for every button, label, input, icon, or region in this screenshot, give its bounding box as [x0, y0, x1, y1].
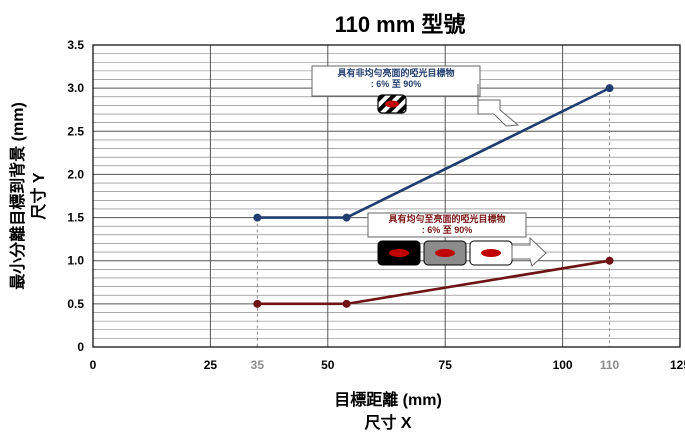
x-tick-labels: 0 25 35 50 75 100 110 125 [90, 358, 685, 372]
y-tick-label: 2.0 [67, 167, 84, 181]
y-axis-label-1: 最小分離目標到背景 (mm) [8, 102, 27, 290]
x-tick-label: 125 [670, 358, 685, 372]
x-tick-label: 110 [600, 358, 620, 372]
y-tick-label: 0.5 [67, 297, 84, 311]
callout-uniform-line1: 具有均勻至亮面的啞光目標物 [387, 213, 505, 224]
y-tick-label: 0 [77, 340, 84, 354]
callout-uniform-line2: : 6% 至 90% [422, 225, 473, 235]
grey-target-icon [423, 240, 467, 266]
y-tick-label: 1.5 [67, 211, 84, 225]
y-axis-label-2: 尺寸 Y [29, 172, 48, 219]
light-target-icon [469, 240, 513, 266]
y-tick-label: 2.5 [67, 124, 84, 138]
x-axis-label-2: 尺寸 X [364, 413, 411, 432]
callout-nonuniform-line2: : 6% 至 90% [371, 79, 422, 89]
guide-lines [256, 88, 611, 347]
series-line-0 [257, 86, 611, 219]
x-tick-label: 75 [439, 358, 453, 372]
x-tick-label: 25 [204, 358, 218, 372]
chart-title: 110 mm 型號 [335, 12, 466, 37]
plot-frame [92, 44, 681, 348]
data-point [253, 299, 262, 308]
y-tick-label: 1.0 [67, 254, 84, 268]
x-tick-label: 35 [251, 358, 265, 372]
data-point [342, 213, 351, 222]
callout-nonuniform: 具有非均勻亮面的啞光目標物 : 6% 至 90% [311, 65, 520, 127]
callout-nonuniform-line1: 具有非均勻亮面的啞光目標物 [336, 67, 454, 78]
callout-nonuniform-box [311, 65, 481, 97]
series-lines [253, 84, 614, 308]
data-point [253, 213, 262, 222]
x-tick-label: 50 [321, 358, 335, 372]
callout-nonuniform-arrow [477, 84, 520, 127]
y-tick-labels: 0 0.5 1.0 1.5 2.0 2.5 3.0 3.5 [67, 38, 84, 354]
series-line-1 [257, 259, 610, 306]
data-point [605, 256, 614, 265]
data-point [342, 299, 351, 308]
callout-uniform: 具有均勻至亮面的啞光目標物 : 6% 至 90% [367, 212, 547, 267]
data-point [605, 84, 614, 93]
x-axis-label-1: 目標距離 (mm) [334, 390, 442, 409]
x-tick-label: 0 [90, 358, 97, 372]
x-tick-label: 100 [553, 358, 573, 372]
striped-target-icon [377, 94, 407, 114]
callout-uniform-arrow [511, 236, 547, 267]
y-tick-label: 3.5 [67, 38, 84, 52]
callout-uniform-box [367, 212, 527, 238]
dark-target-icon [377, 240, 421, 266]
y-tick-label: 3.0 [67, 81, 84, 95]
